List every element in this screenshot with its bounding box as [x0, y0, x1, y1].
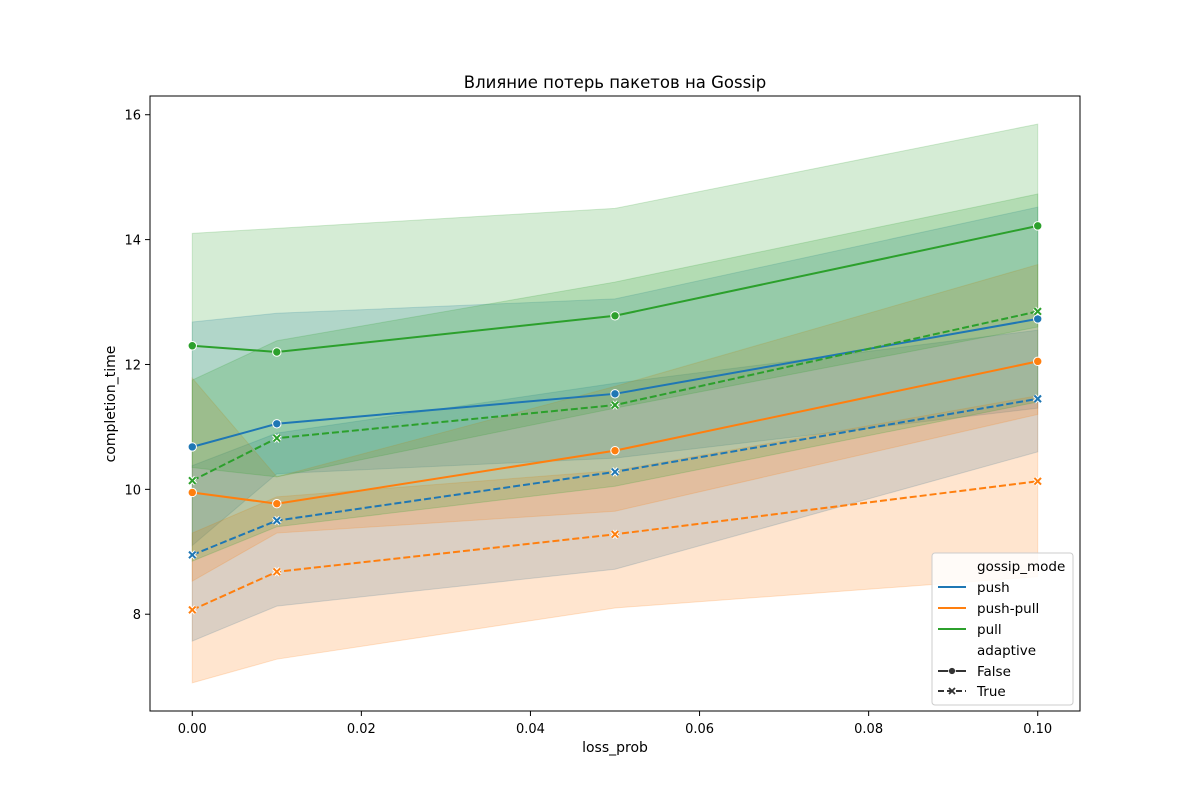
legend: gossip_mode push push-pull pull adaptive…: [931, 552, 1074, 706]
data-point-push-adaptive-false-0: [187, 442, 197, 452]
data-point-push-adaptive-false-1: [272, 419, 282, 429]
series-line-push-pull-adaptive-true: [191, 480, 1038, 611]
series-line-push-pull-adaptive-false: [192, 360, 1038, 505]
y-axis: 8 10 12 14 16: [124, 109, 150, 623]
data-point-pull-adaptive-true-2: [610, 400, 620, 410]
y-tick-label: 12: [124, 358, 141, 373]
ci-band-pull-adaptive-true: [191, 193, 1039, 562]
legend-style-title: adaptive: [977, 643, 1036, 659]
x-axis: 0.00 0.02 0.04 0.06 0.08 0.10: [178, 711, 1052, 737]
data-point-pull-adaptive-true-0: [187, 475, 197, 486]
legend-push-label: push: [977, 580, 1010, 596]
legend-true-marker: [948, 687, 956, 695]
y-tick-label: 10: [124, 483, 141, 498]
data-point-push-adaptive-true-1: [272, 515, 282, 526]
y-tick-label: 14: [124, 234, 141, 249]
legend-hue-title: gossip_mode: [977, 559, 1065, 575]
x-tick-label: 0.02: [347, 722, 376, 737]
axes-frame: [149, 95, 1081, 712]
x-tick-label: 0.08: [854, 722, 883, 737]
data-point-pull-adaptive-true-1: [272, 433, 282, 443]
data-point-push-pull-adaptive-true-3: [1033, 476, 1043, 486]
legend-false-label: False: [977, 664, 1011, 680]
series-line-push-adaptive-true: [191, 397, 1038, 556]
data-point-push-adaptive-true-0: [187, 550, 197, 560]
ci-band-push-pull-adaptive-false: [191, 263, 1039, 582]
x-tick-label: 0.10: [1023, 722, 1052, 737]
legend-false-marker: [948, 667, 956, 675]
x-axis-label: loss_prob: [582, 740, 648, 756]
ci-band-push-adaptive-true: [191, 329, 1039, 642]
data-point-pull-adaptive-false-0: [187, 341, 197, 351]
ci-band-pull-adaptive-false: [191, 123, 1039, 478]
data-point-pull-adaptive-false-3: [1033, 221, 1043, 231]
data-point-push-pull-adaptive-true-2: [610, 529, 620, 540]
y-tick-label: 8: [133, 608, 141, 623]
ci-band-push-adaptive-false: [191, 206, 1039, 547]
data-point-push-adaptive-true-3: [1033, 394, 1043, 404]
legend-push-pull-label: push-pull: [977, 601, 1039, 617]
data-point-push-pull-adaptive-false-2: [610, 445, 620, 456]
plot-area: [187, 123, 1043, 684]
x-tick-label: 0.04: [516, 722, 545, 737]
chart-title: Влияние потерь пакетов на Gossip: [464, 73, 766, 92]
data-point-pull-adaptive-false-2: [610, 311, 620, 321]
legend-box: [931, 552, 1074, 706]
data-point-push-adaptive-true-2: [610, 467, 620, 477]
data-point-push-adaptive-false-2: [610, 389, 620, 399]
data-point-push-pull-adaptive-false-1: [272, 499, 282, 509]
data-point-push-pull-adaptive-true-1: [272, 567, 282, 577]
legend-pull-label: pull: [977, 622, 1002, 638]
series-line-pull-adaptive-false: [192, 224, 1038, 353]
y-tick-label: 16: [124, 109, 141, 124]
series-line-pull-adaptive-true: [191, 310, 1038, 482]
data-point-pull-adaptive-true-3: [1033, 306, 1043, 317]
x-tick-label: 0.06: [685, 722, 714, 737]
data-point-pull-adaptive-false-1: [272, 347, 282, 357]
data-point-push-pull-adaptive-false-0: [187, 487, 197, 498]
data-point-push-adaptive-false-3: [1033, 314, 1043, 324]
series-line-push-adaptive-false: [192, 317, 1038, 448]
data-point-push-pull-adaptive-false-3: [1033, 356, 1043, 367]
x-tick-label: 0.00: [178, 722, 207, 737]
data-point-push-pull-adaptive-true-0: [187, 605, 197, 615]
y-axis-label: completion_time: [103, 346, 119, 463]
legend-true-label: True: [976, 684, 1006, 700]
